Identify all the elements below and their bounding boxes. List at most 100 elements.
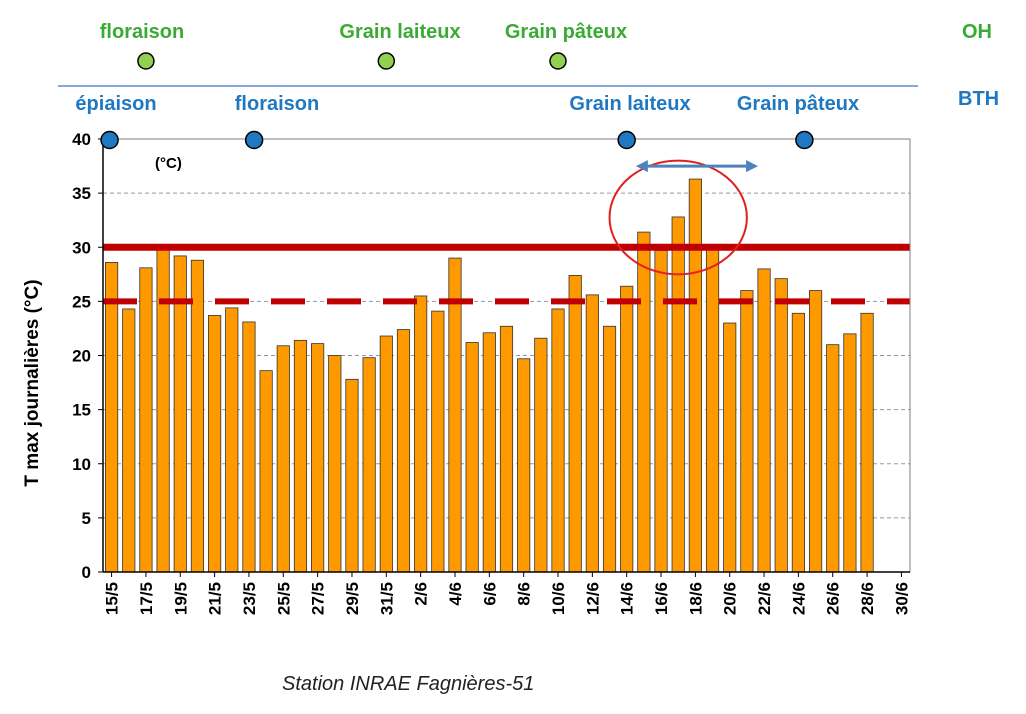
bar-1-6 <box>396 329 411 573</box>
x-tick-label: 25/5 <box>274 582 293 615</box>
bth-stage-label: Grain pâteux <box>737 93 859 115</box>
arrow-head-left <box>635 160 648 173</box>
bth-stage-marker <box>617 130 636 150</box>
bar-10-6 <box>551 308 565 573</box>
y-tick-label: 25 <box>72 292 91 311</box>
x-tick-label: 29/5 <box>343 582 362 615</box>
x-tick-label: 26/6 <box>824 582 843 615</box>
bth-stage-label: floraison <box>235 93 319 115</box>
bars-layer <box>105 178 874 573</box>
oh-series-label: OH <box>962 21 992 43</box>
y-tick-label: 40 <box>72 130 91 149</box>
bar-19-6 <box>705 249 720 573</box>
bar-21-6 <box>740 290 754 573</box>
bth-stage-marker <box>100 130 119 150</box>
bar-26-6 <box>826 344 840 573</box>
x-tick-label: 14/6 <box>618 582 637 615</box>
bar-12-6 <box>585 294 599 573</box>
x-tick-label: 28/6 <box>858 582 877 615</box>
bar-15-6 <box>637 231 651 573</box>
oh-stage-marker <box>377 52 396 70</box>
oh-stage-marker <box>137 52 155 70</box>
bth-stage-marker <box>244 130 264 150</box>
y-tick-label: 0 <box>82 563 91 582</box>
x-tick-label: 17/5 <box>137 582 156 615</box>
bar-4-6 <box>448 257 462 573</box>
bar-20-6 <box>723 322 737 573</box>
bth-series-label: BTH <box>958 88 999 110</box>
bar-31-5 <box>379 335 393 573</box>
bar-23-5 <box>242 321 256 573</box>
x-tick-label: 6/6 <box>480 582 499 606</box>
bar-17-6 <box>671 216 685 573</box>
x-tick-label: 24/6 <box>789 582 808 615</box>
x-tick-label: 27/5 <box>309 582 328 615</box>
x-tick-label: 19/5 <box>171 582 190 615</box>
stage-layer: floraison Grain laiteux Grain pâteux épiais… <box>58 21 918 150</box>
bar-13-6 <box>602 325 617 573</box>
bar-3-6 <box>431 310 445 573</box>
bar-24-6 <box>791 312 805 573</box>
bar-5-6 <box>465 342 479 573</box>
bar-18-6 <box>688 178 702 573</box>
bar-27-5 <box>311 343 325 573</box>
bar-29-5 <box>345 378 359 573</box>
bar-15-5 <box>105 262 119 573</box>
bar-25-5 <box>276 345 290 573</box>
oh-stage-marker <box>549 52 567 70</box>
annotation-layer <box>608 159 759 276</box>
bar-25-6 <box>808 290 823 573</box>
y-tick-label: 35 <box>72 184 91 203</box>
x-tick-label: 2/6 <box>412 582 431 606</box>
bar-23-6 <box>774 278 788 573</box>
y-tick-label: 5 <box>82 509 91 528</box>
bar-7-6 <box>499 325 514 573</box>
bar-28-5 <box>328 355 342 573</box>
bth-stage-marker <box>795 130 814 150</box>
bar-28-6 <box>860 312 874 573</box>
x-tick-label: 10/6 <box>549 582 568 615</box>
bth-stage-label: Grain laiteux <box>569 93 690 115</box>
y-tick-label: 15 <box>72 401 91 420</box>
oh-stage-label: floraison <box>100 21 184 43</box>
y-tick-label: 30 <box>72 238 91 257</box>
x-tick-label: 20/6 <box>721 582 740 615</box>
x-tick-label: 12/6 <box>583 582 602 615</box>
x-tick-label: 16/6 <box>652 582 671 615</box>
y-axis-label: T max journalières (°C) <box>22 279 43 486</box>
oh-stage-label: Grain pâteux <box>505 21 627 43</box>
x-tick-label: 18/6 <box>686 582 705 615</box>
arrow-head-right <box>746 160 759 173</box>
bar-8-6 <box>517 358 531 573</box>
threshold-layer <box>103 243 910 305</box>
x-tick-label: 30/6 <box>892 582 911 615</box>
axis-layer: 0 5 10 15 20 25 30 35 40 15/5 17/5 19/5 21/5 23/5 25/5… <box>72 130 911 615</box>
x-tick-label: 22/6 <box>755 582 774 615</box>
bar-22-5 <box>225 307 239 573</box>
x-tick-label: 15/5 <box>103 582 122 615</box>
bth-stage-label: épiaison <box>75 93 156 115</box>
y-tick-label: 10 <box>72 455 91 474</box>
bar-21-5 <box>208 315 222 573</box>
bar-16-5 <box>122 308 136 573</box>
bar-6-6 <box>482 332 496 573</box>
bar-27-6 <box>843 333 857 573</box>
bar-18-5 <box>156 246 170 573</box>
bar-14-6 <box>620 285 634 573</box>
bar-17-5 <box>139 267 153 573</box>
bar-2-6 <box>414 295 428 573</box>
x-tick-label: 31/5 <box>377 582 396 615</box>
y-tick-label: 20 <box>72 347 91 366</box>
x-tick-label: 4/6 <box>446 582 465 606</box>
bar-26-5 <box>293 339 308 573</box>
x-tick-label: 21/5 <box>206 582 225 615</box>
bar-9-6 <box>534 337 548 573</box>
bar-11-6 <box>568 274 582 573</box>
bar-30-5 <box>362 357 376 573</box>
bar-20-5 <box>190 259 205 573</box>
x-tick-label: 8/6 <box>515 582 534 606</box>
highlight-ellipse <box>608 159 748 276</box>
x-tick-label: 23/5 <box>240 582 259 615</box>
bar-24-5 <box>259 370 273 573</box>
chart-caption: Station INRAE Fagnières-51 <box>282 673 534 695</box>
